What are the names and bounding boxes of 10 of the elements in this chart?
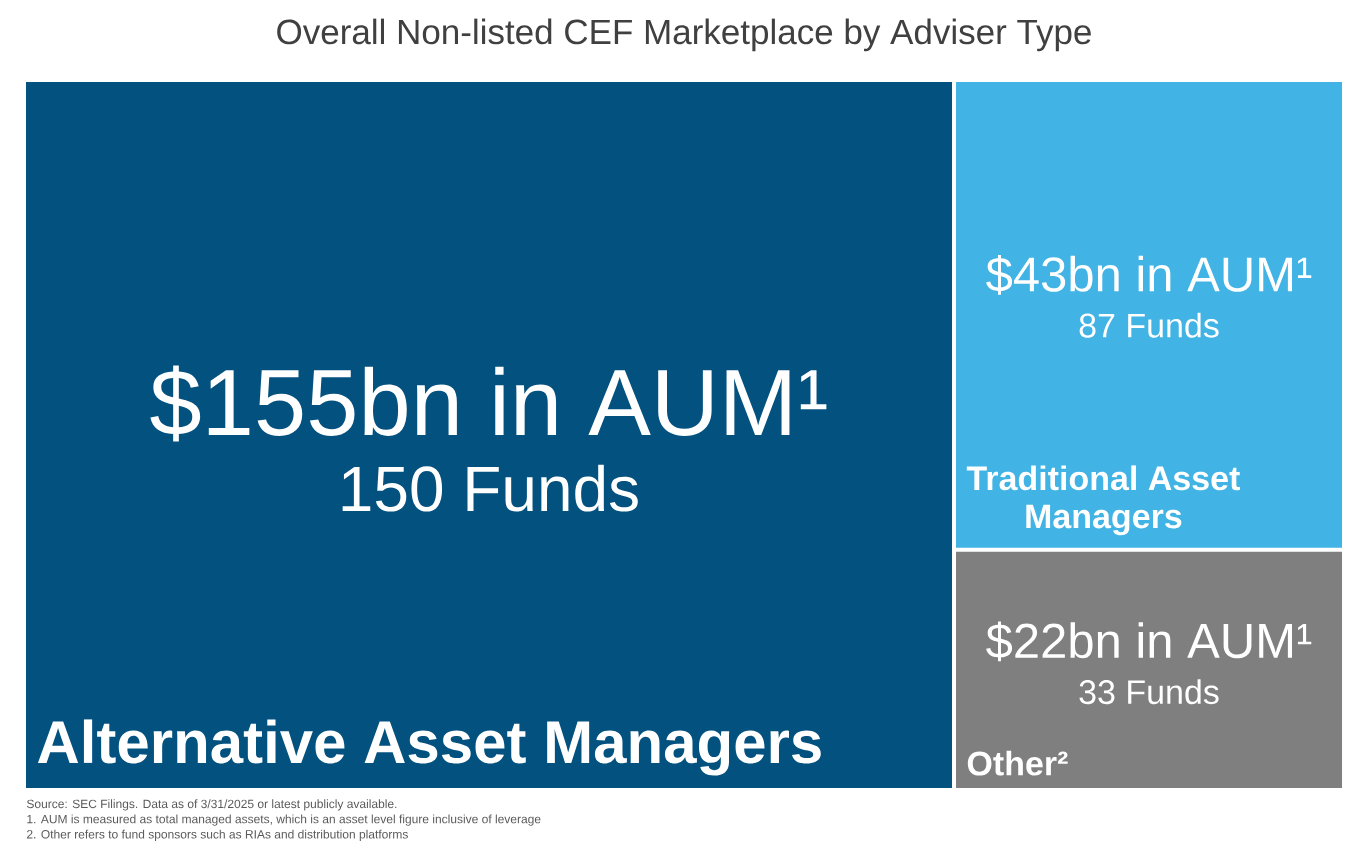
data-label: 33 Funds (1079, 679, 1219, 705)
category-label: Alternative Asset Managers (37, 719, 821, 776)
category-label: Other² (967, 750, 1068, 776)
data-label: $43bn in AUM¹ (986, 255, 1312, 295)
data-label: $22bn in AUM¹ (986, 621, 1312, 662)
text: Overall Non-listed CEF Marketplace by Adviser Type (277, 18, 1091, 52)
category-label: Traditional Asset Managers (966, 465, 1240, 536)
data-label: $155bn in AUM¹ (150, 365, 827, 442)
data-label: 150 Funds (342, 464, 638, 512)
data-label: 87 Funds (1079, 312, 1219, 338)
